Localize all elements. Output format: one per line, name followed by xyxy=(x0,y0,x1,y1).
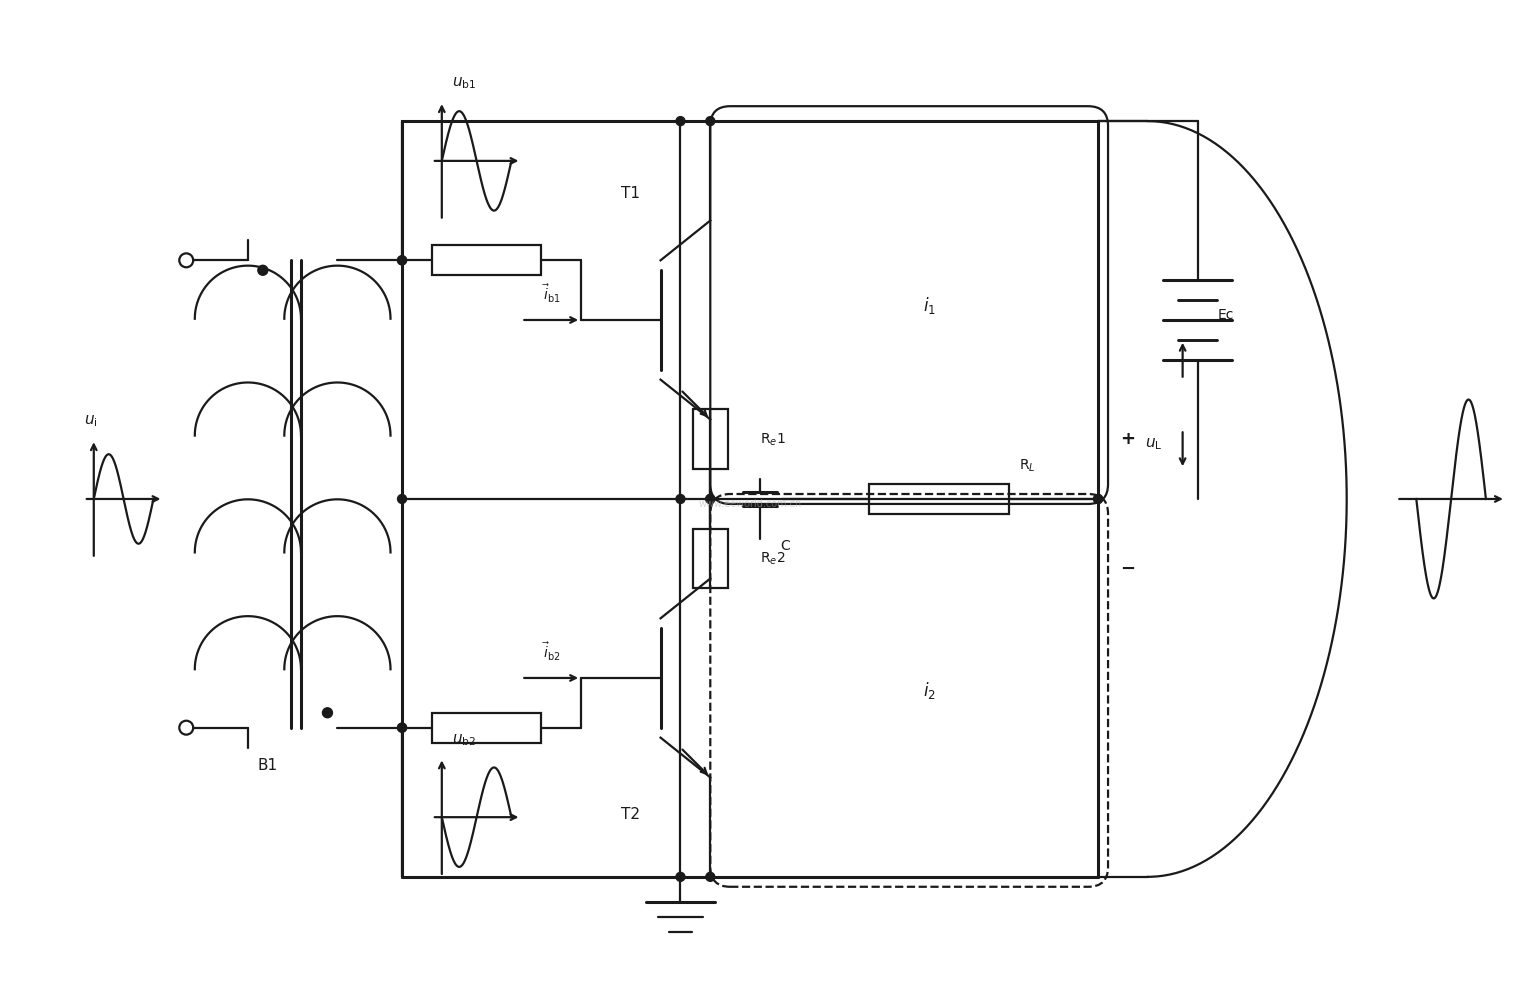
Circle shape xyxy=(1093,494,1103,503)
Bar xyxy=(432,245,541,275)
Circle shape xyxy=(1093,494,1103,503)
Text: +: + xyxy=(1121,430,1136,448)
Text: T2: T2 xyxy=(621,807,640,822)
Text: $\vec{i}_\mathrm{b1}$: $\vec{i}_\mathrm{b1}$ xyxy=(541,283,560,305)
Text: T1: T1 xyxy=(621,186,640,201)
Text: −: − xyxy=(1121,560,1136,578)
Text: $\vec{i}_\mathrm{b2}$: $\vec{i}_\mathrm{b2}$ xyxy=(541,641,560,663)
Circle shape xyxy=(398,723,407,732)
Circle shape xyxy=(180,253,194,267)
Text: C: C xyxy=(779,539,790,553)
Circle shape xyxy=(398,256,407,265)
Circle shape xyxy=(676,872,685,881)
Text: $u_\mathrm{i}$: $u_\mathrm{i}$ xyxy=(84,413,98,429)
Circle shape xyxy=(398,723,407,732)
Bar xyxy=(869,484,1008,514)
Text: R$_e$2: R$_e$2 xyxy=(759,551,785,567)
Circle shape xyxy=(706,872,715,881)
Text: B1: B1 xyxy=(258,758,278,772)
Circle shape xyxy=(398,256,407,265)
Circle shape xyxy=(322,708,332,718)
Circle shape xyxy=(258,265,268,275)
Bar xyxy=(432,713,541,743)
Circle shape xyxy=(180,721,194,735)
Circle shape xyxy=(676,117,685,126)
Circle shape xyxy=(398,494,407,503)
Text: R$_L$: R$_L$ xyxy=(1019,458,1035,474)
Text: www.eeworld.com.cn: www.eeworld.com.cn xyxy=(698,498,802,509)
Bar xyxy=(692,409,727,469)
Circle shape xyxy=(706,494,715,503)
Text: Ec: Ec xyxy=(1217,308,1234,322)
Text: $u_\mathrm{b2}$: $u_\mathrm{b2}$ xyxy=(451,732,476,748)
Text: $i_2$: $i_2$ xyxy=(923,679,935,701)
Text: $u_\mathrm{L}$: $u_\mathrm{L}$ xyxy=(1145,436,1162,452)
Bar xyxy=(692,529,727,588)
Circle shape xyxy=(676,494,685,503)
Circle shape xyxy=(706,117,715,126)
Text: R$_e$1: R$_e$1 xyxy=(759,431,785,447)
Text: $u_\mathrm{b1}$: $u_\mathrm{b1}$ xyxy=(451,75,476,91)
Text: $i_1$: $i_1$ xyxy=(923,295,935,315)
Circle shape xyxy=(706,494,715,503)
